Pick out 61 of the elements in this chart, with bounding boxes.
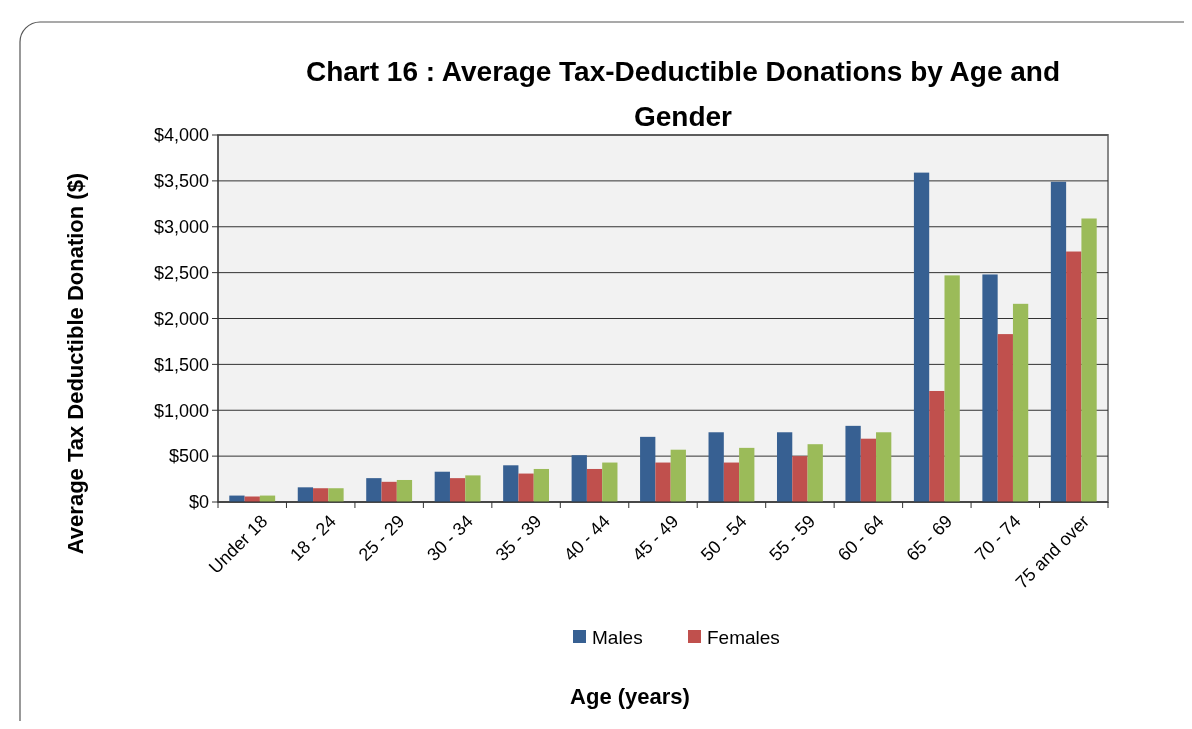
bar: [586, 468, 603, 502]
legend-label: Females: [707, 626, 780, 648]
bar: [708, 432, 724, 502]
y-tick-label: $1,000: [153, 400, 209, 421]
x-tick-label: 50 - 54: [696, 511, 751, 565]
x-tick-label: 18 - 24: [286, 511, 340, 565]
bar: [982, 274, 998, 502]
bar: [792, 456, 808, 502]
x-tick-label: 25 - 29: [354, 511, 409, 565]
bar: [1066, 251, 1082, 502]
bar: [434, 471, 450, 502]
bar: [723, 462, 740, 502]
x-axis-title: Age (years): [570, 684, 690, 709]
y-tick-label: $2,500: [153, 262, 209, 283]
bar: [449, 478, 466, 502]
bar: [944, 275, 960, 502]
y-tick-label: $0: [188, 492, 209, 513]
bar: [997, 334, 1013, 502]
bar: [381, 481, 397, 502]
x-tick-label: 55 - 59: [765, 511, 820, 565]
bar: [571, 455, 587, 502]
bar: [845, 425, 861, 502]
y-tick-label: $500: [168, 446, 209, 467]
y-tick-label: $2,000: [153, 308, 209, 329]
bar: [1012, 303, 1029, 502]
bar: [503, 465, 519, 502]
x-tick-label: 60 - 64: [833, 511, 888, 565]
bar: [913, 172, 930, 502]
x-tick-label: 70 - 74: [970, 511, 1025, 565]
y-axis-title: Average Tax Deductible Donation ($): [63, 172, 88, 555]
x-tick-label: 35 - 39: [491, 511, 546, 565]
bar: [366, 478, 382, 502]
bar: [860, 438, 877, 502]
bar: [776, 432, 793, 502]
bar: [1050, 181, 1067, 502]
x-tick-label: 30 - 34: [423, 511, 477, 565]
bar: [328, 488, 344, 502]
y-tick-label: $4,000: [153, 125, 209, 146]
x-tick-label: 40 - 44: [560, 511, 614, 565]
bar: [655, 462, 671, 502]
x-tick-label: 65 - 69: [902, 511, 957, 565]
bar: [876, 432, 892, 502]
bar: [396, 479, 413, 502]
legend-label: Males: [592, 626, 643, 648]
bar: [640, 436, 656, 502]
chart-title: Chart 16 : Average Tax-Deductible Donations by Age and Gender: [305, 56, 1061, 132]
bar: [739, 447, 755, 502]
y-tick-label: $3,500: [153, 171, 209, 192]
bar: [518, 473, 534, 502]
x-tick-label: 45 - 49: [628, 511, 683, 565]
bar: [929, 390, 945, 502]
bar: [602, 462, 618, 502]
bar: [465, 475, 481, 502]
bar: [533, 468, 550, 502]
bar: [313, 488, 329, 502]
y-tick-label: $1,500: [153, 354, 209, 375]
bar: [670, 449, 686, 502]
bar: [1081, 218, 1097, 502]
y-tick-label: $3,000: [153, 217, 209, 238]
bar: [807, 444, 823, 502]
bar: [297, 487, 314, 502]
